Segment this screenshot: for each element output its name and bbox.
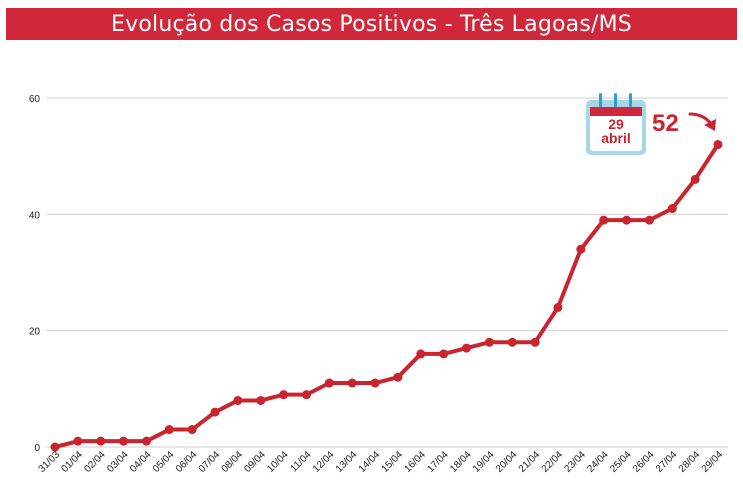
x-tick-label: 31/03 xyxy=(37,449,63,475)
data-point xyxy=(644,215,654,225)
x-tick-label: 24/04 xyxy=(585,449,611,475)
data-point xyxy=(370,378,380,388)
x-tick-label: 22/04 xyxy=(540,449,566,475)
series-line-layer xyxy=(54,143,720,449)
series-line xyxy=(54,143,720,449)
x-tick-label: 03/04 xyxy=(105,449,131,475)
x-tick-label: 27/04 xyxy=(654,449,680,475)
x-tick-label: 19/04 xyxy=(471,449,497,475)
title-banner: Evolução dos Casos Positivos - Três Lago… xyxy=(6,8,737,40)
data-point xyxy=(462,343,472,353)
x-tick-label: 18/04 xyxy=(448,449,474,475)
x-tick-label: 01/04 xyxy=(60,449,86,475)
data-point xyxy=(279,390,289,400)
calendar-icon: 29 abril xyxy=(586,93,646,155)
x-tick-label: 17/04 xyxy=(425,449,451,475)
x-tick-label: 29/04 xyxy=(700,449,726,475)
x-tick-label: 14/04 xyxy=(357,449,383,475)
curved-arrow-icon xyxy=(688,112,716,131)
x-tick-label: 11/04 xyxy=(289,449,314,474)
data-point xyxy=(507,337,517,347)
x-tick-label: 25/04 xyxy=(608,449,634,475)
data-point xyxy=(324,378,334,388)
data-point xyxy=(119,436,129,446)
data-point xyxy=(256,395,266,405)
x-tick-label: 07/04 xyxy=(197,449,223,475)
data-point xyxy=(50,442,60,452)
calendar-day: 29 xyxy=(608,116,624,132)
data-point xyxy=(141,436,151,446)
x-tick-label: 04/04 xyxy=(128,449,154,475)
x-tick-label: 05/04 xyxy=(151,449,177,475)
x-tick-label: 09/04 xyxy=(242,449,268,475)
data-point xyxy=(599,215,609,225)
x-tick-label: 15/04 xyxy=(380,449,406,475)
data-point xyxy=(530,337,540,347)
y-tick-label: 20 xyxy=(29,327,41,338)
data-points xyxy=(50,140,723,452)
y-tick-label: 0 xyxy=(34,443,40,454)
data-point xyxy=(484,337,494,347)
x-tick-label: 02/04 xyxy=(82,449,108,475)
callout-value: 52 xyxy=(652,110,679,137)
x-tick-label: 12/04 xyxy=(311,449,337,475)
y-tick-label: 60 xyxy=(29,94,41,105)
y-tick-label: 40 xyxy=(29,210,41,221)
chart-title: Evolução dos Casos Positivos - Três Lago… xyxy=(111,11,632,37)
data-point xyxy=(416,349,426,359)
data-point xyxy=(713,140,723,150)
data-point xyxy=(439,349,449,359)
data-point xyxy=(164,425,174,435)
data-point xyxy=(553,302,563,312)
x-tick-label: 06/04 xyxy=(174,449,200,475)
x-tick-label: 28/04 xyxy=(677,449,703,475)
data-point xyxy=(96,436,106,446)
x-tick-label: 20/04 xyxy=(494,449,520,475)
data-point xyxy=(301,390,311,400)
x-tick-label: 13/04 xyxy=(334,449,360,475)
x-tick-label: 21/04 xyxy=(517,449,543,475)
data-point xyxy=(73,436,83,446)
calendar-month: abril xyxy=(601,130,631,146)
data-point xyxy=(210,407,220,417)
data-point xyxy=(576,244,586,254)
x-tick-label: 23/04 xyxy=(562,449,588,475)
x-tick-label: 08/04 xyxy=(220,449,246,475)
x-tick-label: 16/04 xyxy=(402,449,428,475)
data-point xyxy=(393,372,403,382)
x-tick-label: 10/04 xyxy=(265,449,291,475)
data-point xyxy=(233,395,243,405)
x-tick-label: 26/04 xyxy=(631,449,657,475)
data-point xyxy=(622,215,632,225)
data-point xyxy=(347,378,357,388)
x-axis-ticks: 31/0301/0402/0403/0404/0405/0406/0407/04… xyxy=(37,449,726,475)
y-axis-ticks: 0 20 40 60 xyxy=(29,94,41,454)
data-point xyxy=(187,425,197,435)
data-point xyxy=(667,204,677,214)
data-point xyxy=(690,174,700,184)
